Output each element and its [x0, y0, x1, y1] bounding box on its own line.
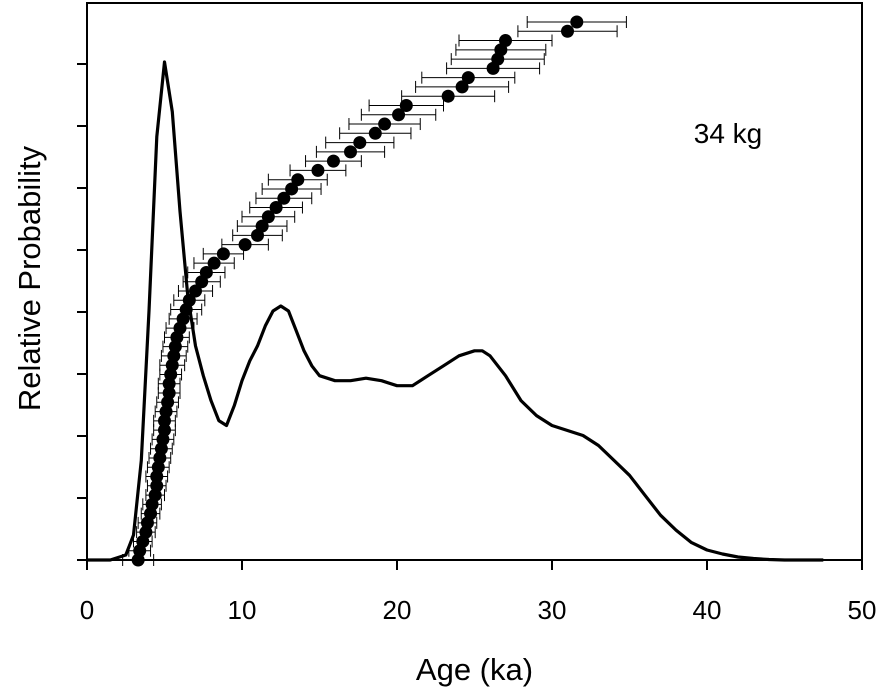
x-tick-label: 10 [228, 595, 257, 625]
data-point [326, 154, 340, 168]
data-point [461, 71, 475, 85]
y-axis-title: Relative Probability [12, 145, 47, 411]
data-point [216, 247, 230, 261]
x-tick-label: 20 [383, 595, 412, 625]
data-point [368, 126, 382, 140]
data-point [344, 145, 357, 159]
x-axis-title: Age (ka) [416, 652, 533, 687]
sample-mass-annotation: 34 kg [694, 118, 763, 149]
plot-area-frame [86, 2, 863, 561]
data-point [499, 34, 512, 48]
x-axis-ticks: 0 10 20 30 40 50 [80, 560, 877, 625]
data-point [182, 293, 196, 307]
data-point [269, 201, 283, 215]
data-point [441, 89, 455, 103]
data-point [162, 386, 176, 400]
data-point [378, 117, 392, 131]
data-points-layer [131, 15, 584, 567]
data-point [158, 423, 171, 437]
data-point [353, 136, 367, 150]
x-tick-label: 50 [848, 595, 877, 625]
data-point [255, 219, 269, 233]
data-point [238, 238, 252, 252]
data-point [311, 163, 325, 177]
data-point [392, 108, 406, 122]
data-point [455, 80, 469, 94]
data-point [291, 173, 305, 187]
data-point [261, 210, 275, 224]
data-point [561, 24, 574, 38]
data-point [199, 265, 213, 279]
x-tick-label: 30 [538, 595, 567, 625]
data-point [399, 98, 413, 112]
data-point [207, 256, 221, 270]
x-tick-label: 0 [80, 595, 94, 625]
data-point [570, 15, 584, 29]
y-axis-ticks [77, 63, 87, 561]
data-point [189, 284, 202, 298]
data-point [277, 191, 291, 205]
x-tick-label: 40 [693, 595, 722, 625]
data-point [150, 479, 164, 493]
data-point [285, 182, 299, 196]
